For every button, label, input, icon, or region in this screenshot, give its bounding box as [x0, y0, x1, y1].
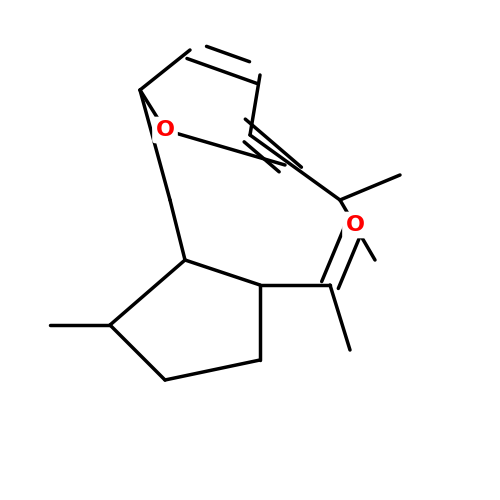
Text: O: O	[346, 215, 364, 235]
Text: O: O	[156, 120, 174, 140]
